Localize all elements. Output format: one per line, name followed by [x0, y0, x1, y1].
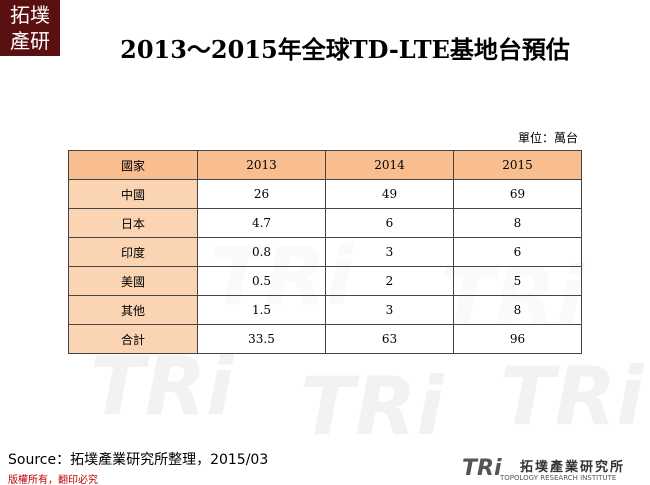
- cell: 3: [325, 237, 454, 267]
- cell: 4.7: [197, 208, 326, 238]
- table-row: 中國 26 49 69: [68, 179, 582, 209]
- cell: 1.5: [197, 295, 326, 325]
- cell: 6: [325, 208, 454, 238]
- cell: 5: [453, 266, 582, 296]
- table-row: 美國 0.5 2 5: [68, 266, 582, 296]
- cell: 2: [325, 266, 454, 296]
- brand-subtitle: TOPOLOGY RESEARCH INSTITUTE: [500, 474, 617, 482]
- row-label: 印度: [68, 237, 198, 267]
- cell: 8: [453, 295, 582, 325]
- row-label: 美國: [68, 266, 198, 296]
- table-row: 印度 0.8 3 6: [68, 237, 582, 267]
- cell: 63: [325, 324, 454, 354]
- cell: 33.5: [197, 324, 326, 354]
- cell: 0.5: [197, 266, 326, 296]
- header-row: 國家 2013 2014 2015: [68, 150, 582, 180]
- row-label: 日本: [68, 208, 198, 238]
- cell: 69: [453, 179, 582, 209]
- logo-text: 拓墣: [10, 3, 50, 27]
- table-row: 合計 33.5 63 96: [68, 324, 582, 354]
- copyright: 版權所有，翻印必究: [8, 475, 98, 485]
- cell: 2015: [453, 150, 582, 180]
- title: 2013～2015年全球TD-LTE基地台預估: [120, 35, 570, 64]
- cell: 2014: [325, 150, 454, 180]
- cell: 0.8: [197, 237, 326, 267]
- brand-name: 拓墣產業研究所: [520, 460, 626, 475]
- row-label: 其他: [68, 295, 198, 325]
- row-label: 中國: [68, 179, 198, 209]
- watermark: TRi: [90, 340, 234, 433]
- watermark: TRi: [300, 360, 444, 453]
- watermark: TRi: [500, 350, 644, 443]
- source: Source：拓墣產業研究所整理，2015/03: [8, 452, 269, 468]
- row-label: 合計: [68, 324, 198, 354]
- unit-label: 單位：萬台: [517, 131, 578, 145]
- cell: 26: [197, 179, 326, 209]
- logo: 拓墣 產研: [0, 0, 60, 56]
- table-row: 其他 1.5 3 8: [68, 295, 582, 325]
- data-table: 國家 2013 2014 2015 中國 26 49 69 日本 4.7 6 8 印度 0.8 3 6 美國 0.…: [68, 150, 582, 354]
- cell: 6: [453, 237, 582, 267]
- cell: 8: [453, 208, 582, 238]
- logo-text: 產研: [10, 29, 50, 53]
- table-row: 日本 4.7 6 8: [68, 208, 582, 238]
- row-label: 國家: [68, 150, 198, 180]
- brand-logo: TRi: [462, 456, 502, 481]
- cell: 49: [325, 179, 454, 209]
- cell: 2013: [197, 150, 326, 180]
- cell: 3: [325, 295, 454, 325]
- cell: 96: [453, 324, 582, 354]
